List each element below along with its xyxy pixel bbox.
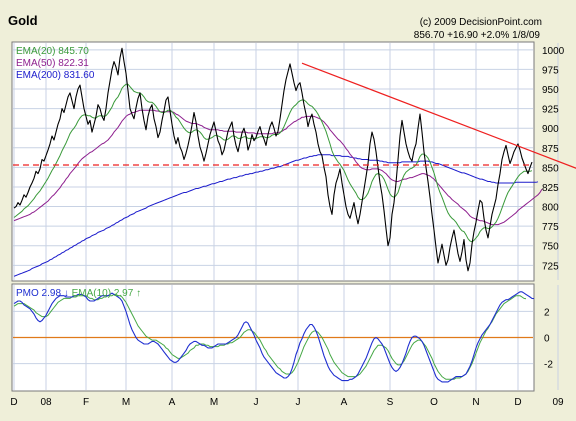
legend-ema20: EMA(20) 845.70 — [16, 46, 89, 57]
x-tick-label: 09 — [552, 397, 564, 408]
series-line-ema20 — [13, 83, 533, 243]
price-tick-label: 825 — [542, 183, 559, 194]
price-tick-label: 950 — [542, 85, 559, 96]
price-tick-label: 725 — [542, 261, 559, 272]
x-tick-label: N — [472, 397, 479, 408]
chart-title: Gold — [8, 13, 38, 28]
x-tick-label: 08 — [40, 397, 52, 408]
x-tick-label: A — [341, 397, 348, 408]
price-tick-label: 975 — [542, 65, 559, 76]
series-line-ema10 — [13, 293, 527, 380]
x-tick-label: J — [254, 397, 259, 408]
pmo-legend-ema10-label: EMA(10) — [69, 288, 111, 299]
x-tick-label: S — [387, 397, 394, 408]
pmo-tick-label: 2 — [544, 307, 550, 318]
x-tick-label: F — [83, 397, 89, 408]
series-line-pmo — [13, 291, 535, 383]
legend-ema50: EMA(50) 822.31 — [16, 58, 89, 69]
pmo-legend-arrow: ↓ — [61, 288, 69, 299]
price-panel — [11, 41, 535, 282]
price-tick-label: 925 — [542, 105, 559, 116]
x-tick-label: M — [210, 397, 218, 408]
pmo-tick-label: -2 — [544, 360, 553, 371]
series-line-ema50 — [13, 109, 543, 226]
price-tick-label: 775 — [542, 222, 559, 233]
price-tick-label: 800 — [542, 203, 559, 214]
pmo-tick-label: 0 — [544, 334, 550, 345]
price-tick-label: 900 — [542, 124, 559, 135]
x-tick-label: J — [296, 397, 301, 408]
x-tick-label: M — [122, 397, 130, 408]
x-tick-label: A — [169, 397, 176, 408]
x-tick-label: D — [514, 397, 521, 408]
copyright-text: (c) 2009 DecisionPoint.com — [420, 17, 542, 28]
series-line-ema200 — [13, 154, 539, 277]
price-tick-label: 850 — [542, 163, 559, 174]
price-tick-label: 750 — [542, 242, 559, 253]
resistance-trendline — [301, 62, 576, 169]
pmo-legend-value: 2.98 — [39, 288, 62, 299]
price-tick-label: 875 — [542, 144, 559, 155]
quote-text: 856.70 +16.90 +2.0% 1/8/09 — [414, 30, 541, 41]
price-tick-label: 1000 — [542, 46, 565, 57]
pmo-legend-ema10-value: 2.97 — [111, 288, 134, 299]
pmo-legend: PMO 2.98 ↓ EMA(10) 2.97 ↑ — [16, 288, 141, 299]
legend-ema200: EMA(200) 831.60 — [16, 70, 95, 81]
x-tick-label: D — [10, 397, 17, 408]
series-line-price — [13, 47, 533, 272]
x-tick-label: O — [430, 397, 438, 408]
pmo-legend-ema10-arrow: ↑ — [133, 288, 141, 299]
pmo-legend-label: PMO — [16, 288, 39, 299]
